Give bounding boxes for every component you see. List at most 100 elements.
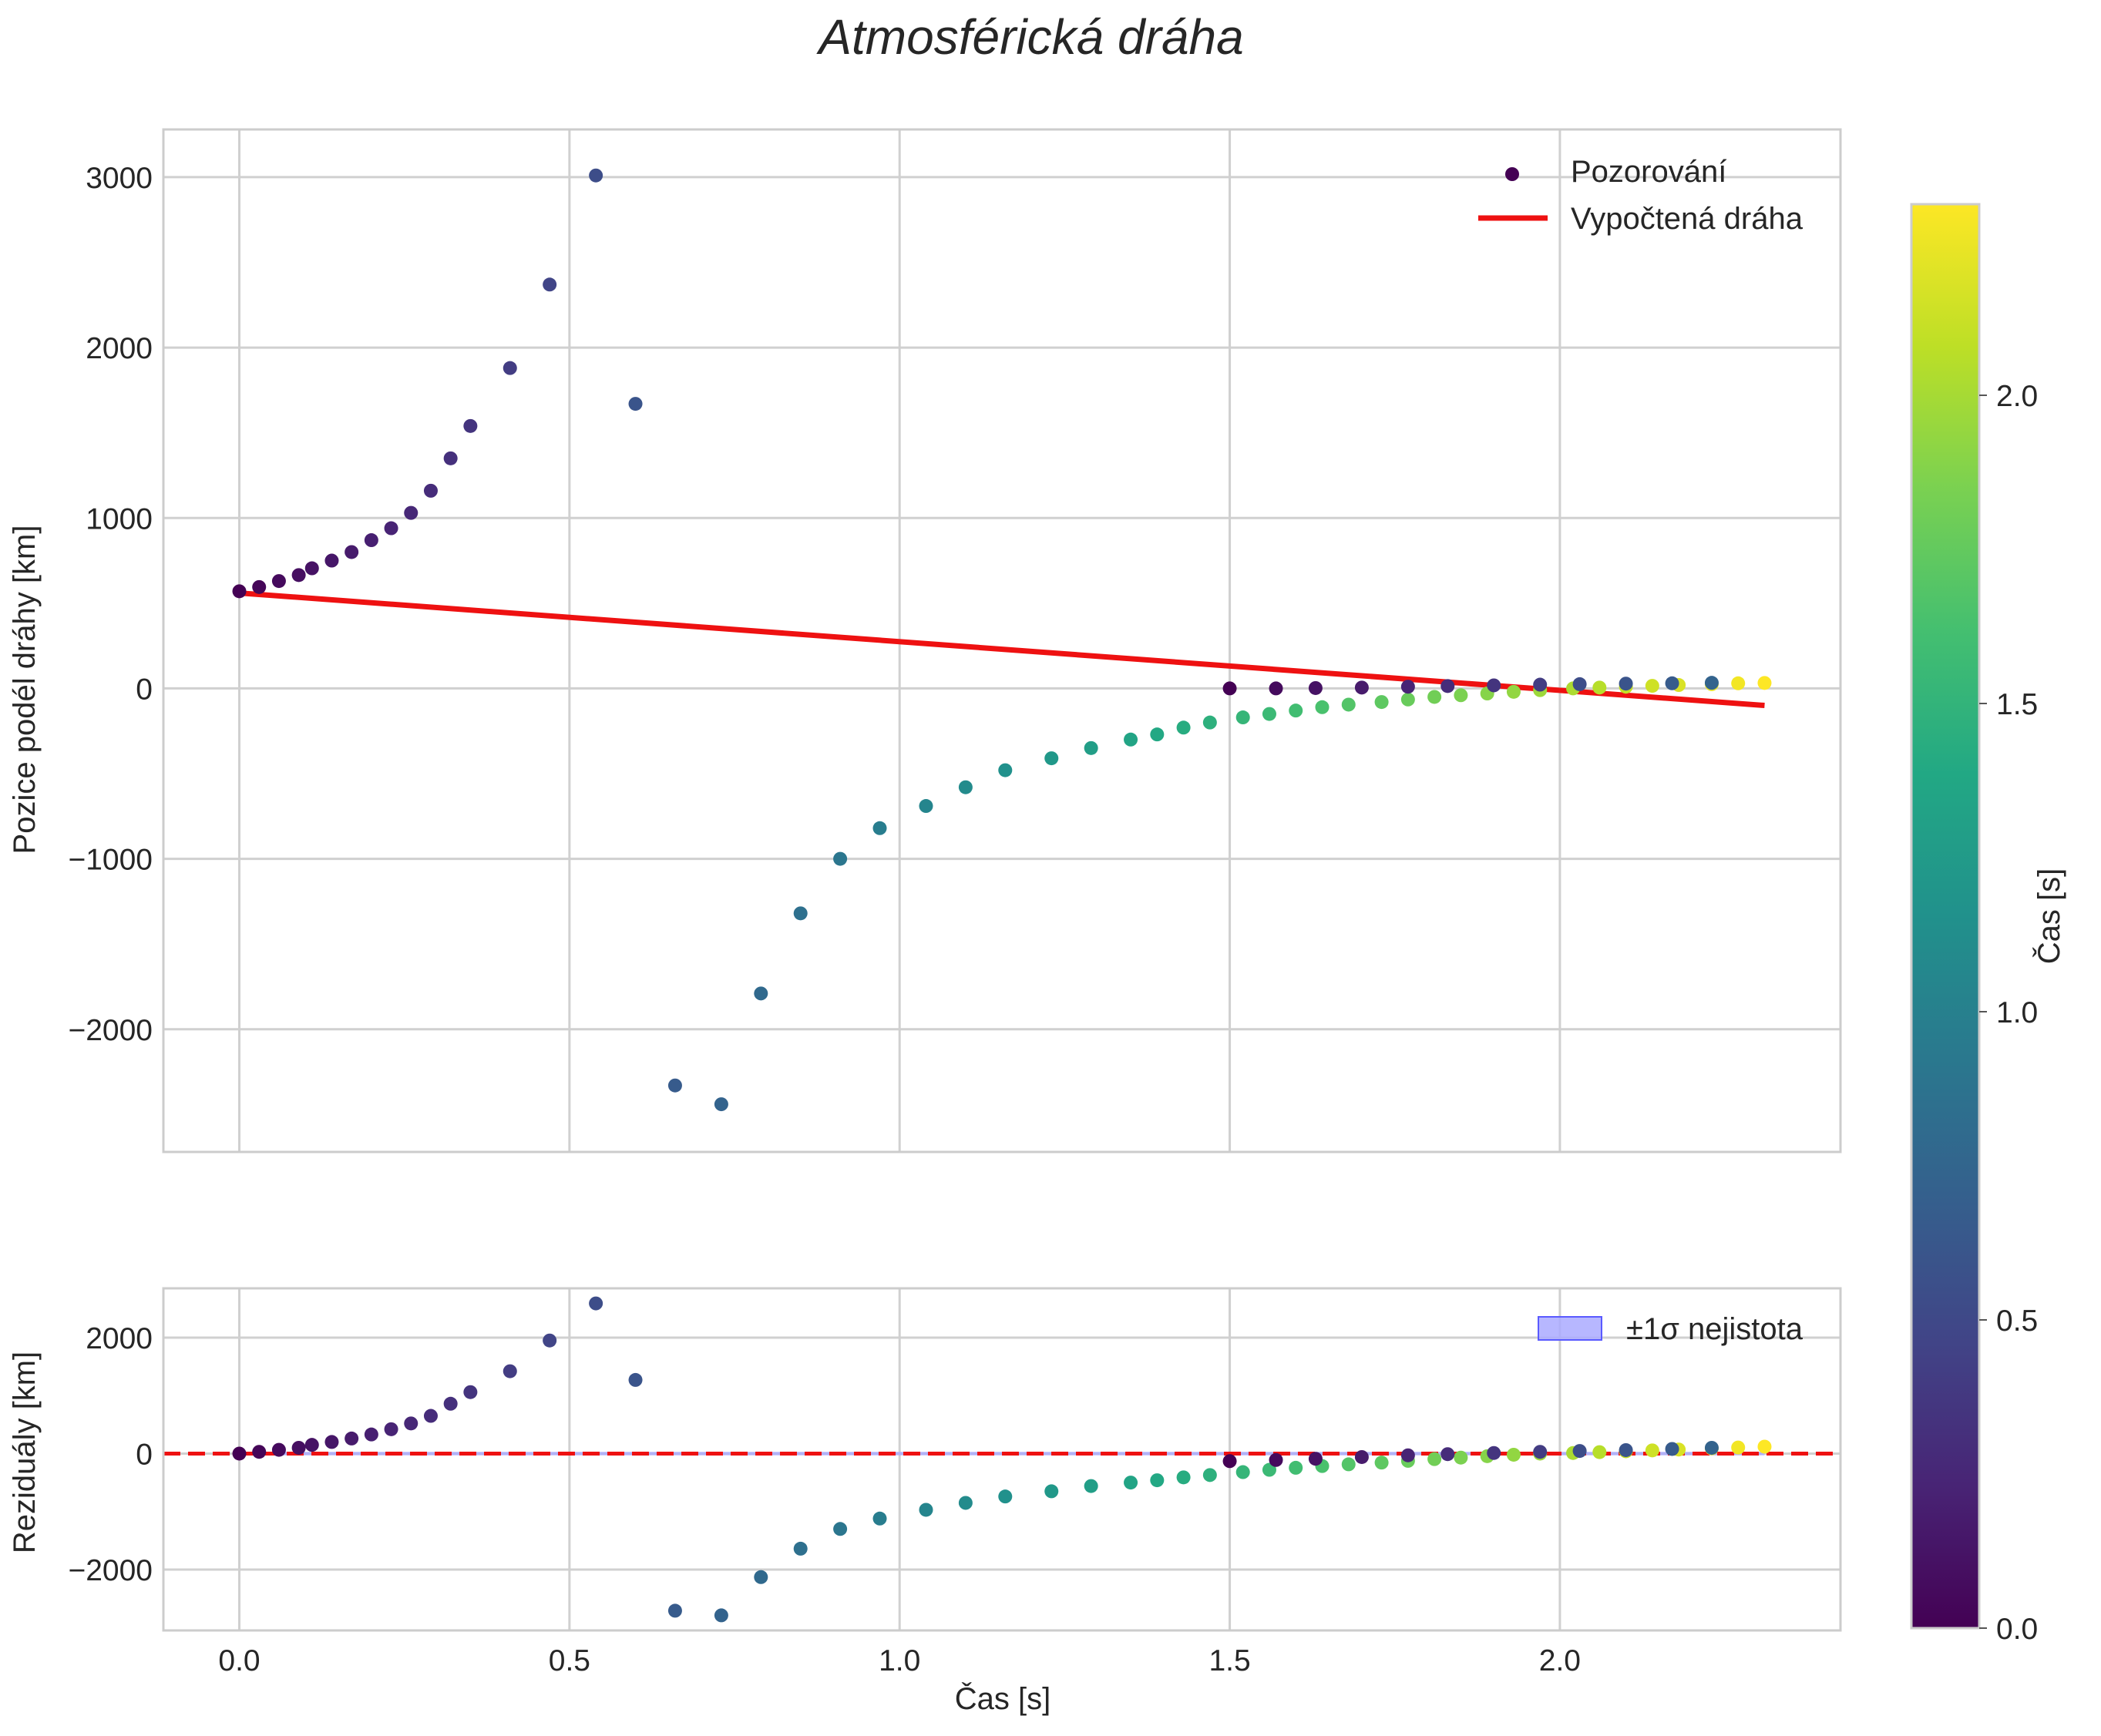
main-point bbox=[423, 483, 438, 498]
residuals-point bbox=[1533, 1445, 1548, 1459]
main-point bbox=[1454, 688, 1468, 703]
residuals-legend: ±1σ nejistota bbox=[1538, 1312, 1803, 1346]
residuals-point bbox=[1202, 1468, 1217, 1482]
residuals-point bbox=[1487, 1446, 1501, 1460]
colorbar-tick-label: 0.0 bbox=[1996, 1613, 2038, 1646]
residuals-point bbox=[1645, 1443, 1659, 1458]
main-point bbox=[345, 545, 359, 559]
main-point bbox=[1731, 676, 1746, 690]
main-point bbox=[1202, 715, 1217, 730]
main-point bbox=[443, 451, 458, 465]
residuals-point bbox=[1044, 1484, 1059, 1499]
main-point bbox=[714, 1097, 728, 1112]
main-legend: Pozorování Vypočtená dráha bbox=[1478, 155, 1803, 236]
main-y-tick-label: −1000 bbox=[68, 844, 153, 877]
main-point bbox=[833, 851, 848, 866]
residuals-point bbox=[919, 1503, 933, 1517]
residuals-point bbox=[1619, 1442, 1633, 1457]
main-point bbox=[1427, 690, 1442, 704]
main-point bbox=[628, 397, 643, 411]
residuals-x-tick-label: 0.5 bbox=[549, 1644, 590, 1677]
main-point bbox=[1269, 681, 1283, 696]
residuals-point bbox=[714, 1608, 728, 1623]
residuals-point bbox=[503, 1364, 517, 1378]
main-point bbox=[1222, 681, 1237, 696]
observation-points bbox=[232, 168, 1772, 1112]
residuals-point bbox=[291, 1440, 306, 1455]
residuals-point bbox=[1176, 1470, 1191, 1485]
main-point bbox=[1592, 680, 1607, 695]
main-point bbox=[872, 821, 887, 835]
main-point bbox=[364, 533, 378, 548]
main-point bbox=[1176, 720, 1191, 735]
residuals-x-tick-label: 1.5 bbox=[1208, 1644, 1250, 1677]
residuals-point bbox=[252, 1445, 267, 1459]
main-point bbox=[1533, 677, 1548, 692]
residuals-point bbox=[1235, 1465, 1250, 1479]
main-point bbox=[1487, 678, 1501, 693]
main-y-axis-label: Pozice podél dráhy [km] bbox=[8, 526, 42, 855]
residuals-point bbox=[958, 1496, 973, 1510]
colorbar-tick-label: 1.0 bbox=[1996, 996, 2038, 1029]
main-point bbox=[252, 579, 267, 594]
residuals-point bbox=[1572, 1444, 1587, 1459]
main-point bbox=[1374, 695, 1389, 710]
residuals-x-tick-label: 1.0 bbox=[879, 1644, 920, 1677]
residuals-y-tick-label: 0 bbox=[136, 1438, 153, 1471]
main-point bbox=[324, 553, 339, 568]
main-point bbox=[793, 906, 808, 921]
main-point bbox=[919, 799, 933, 814]
residuals-point bbox=[1454, 1450, 1468, 1465]
main-point bbox=[1354, 680, 1369, 695]
main-y-tick-label: 0 bbox=[136, 673, 153, 706]
main-point bbox=[1572, 677, 1587, 691]
residuals-point bbox=[1308, 1452, 1323, 1466]
main-point bbox=[304, 561, 319, 576]
residuals-x-tick-label: 2.0 bbox=[1539, 1644, 1581, 1677]
main-point bbox=[1084, 740, 1098, 755]
main-point bbox=[589, 168, 603, 183]
main-y-tick-label: −2000 bbox=[68, 1014, 153, 1047]
colorbar-tick-label: 0.5 bbox=[1996, 1305, 2038, 1338]
main-point bbox=[1044, 751, 1059, 766]
residuals-point bbox=[1084, 1479, 1098, 1493]
main-point bbox=[291, 568, 306, 583]
legend-label-fitted: Vypočtená dráha bbox=[1571, 202, 1803, 236]
main-point bbox=[1289, 703, 1303, 718]
residuals-y-tick-label: −2000 bbox=[68, 1554, 153, 1587]
main-point bbox=[503, 361, 517, 375]
residuals-point bbox=[1222, 1454, 1237, 1469]
residuals-point bbox=[423, 1409, 438, 1423]
residuals-point bbox=[463, 1385, 478, 1399]
residuals-point bbox=[833, 1522, 848, 1536]
legend-label-uncertainty: ±1σ nejistota bbox=[1626, 1312, 1803, 1346]
residuals-plot-frame bbox=[162, 1287, 1842, 1632]
colorbar-label: Čas [s] bbox=[2032, 868, 2066, 964]
main-point bbox=[1341, 697, 1356, 712]
residuals-point bbox=[232, 1446, 247, 1461]
main-point bbox=[998, 763, 1013, 777]
main-point bbox=[232, 584, 247, 599]
main-point bbox=[1315, 700, 1330, 714]
main-point bbox=[1757, 676, 1772, 690]
main-point bbox=[543, 277, 557, 292]
residuals-point bbox=[1354, 1449, 1369, 1464]
residuals-tick-labels: 0.0 0.5 1.0 1.5 2.0 −2000 0 2000 bbox=[68, 1322, 1581, 1677]
main-y-tick-label: 2000 bbox=[86, 332, 153, 365]
main-plot-frame bbox=[162, 128, 1842, 1153]
main-point bbox=[1665, 676, 1679, 690]
main-point bbox=[1124, 732, 1138, 747]
residuals-point bbox=[443, 1396, 458, 1411]
main-point bbox=[1400, 680, 1415, 694]
residuals-point bbox=[1704, 1440, 1719, 1455]
residuals-point bbox=[872, 1511, 887, 1526]
residuals-point bbox=[1592, 1445, 1607, 1459]
residuals-point bbox=[1400, 1448, 1415, 1462]
residuals-point bbox=[1440, 1447, 1455, 1462]
main-grid bbox=[163, 129, 1840, 1152]
main-point bbox=[667, 1078, 682, 1093]
residual-points bbox=[232, 1296, 1772, 1623]
residuals-x-tick-label: 0.0 bbox=[218, 1644, 260, 1677]
main-point bbox=[1235, 710, 1250, 725]
residuals-point bbox=[1427, 1452, 1442, 1466]
